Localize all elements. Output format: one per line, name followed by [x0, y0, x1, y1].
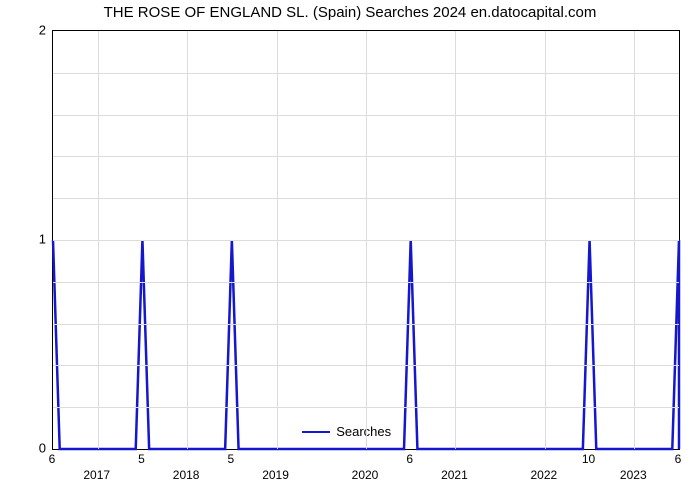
x-year-label: 2022 [530, 468, 557, 482]
x-value-label: 6 [49, 452, 56, 466]
gridline-vertical [455, 31, 456, 449]
chart-container: THE ROSE OF ENGLAND SL. (Spain) Searches… [0, 0, 700, 500]
legend-swatch [302, 431, 330, 433]
x-value-label: 6 [406, 452, 413, 466]
x-value-label: 5 [228, 452, 235, 466]
gridline-vertical [545, 31, 546, 449]
x-year-label: 2019 [262, 468, 289, 482]
legend: Searches [302, 424, 391, 439]
x-year-label: 2020 [352, 468, 379, 482]
gridline-vertical [366, 31, 367, 449]
y-tick-label: 2 [0, 23, 46, 38]
x-value-label: 6 [675, 452, 682, 466]
x-value-label: 10 [582, 452, 595, 466]
y-tick-label: 0 [0, 441, 46, 456]
x-year-label: 2023 [620, 468, 647, 482]
x-year-label: 2021 [441, 468, 468, 482]
gridline-vertical [187, 31, 188, 449]
y-tick-label: 1 [0, 232, 46, 247]
legend-label: Searches [336, 424, 391, 439]
x-value-label: 5 [138, 452, 145, 466]
chart-title: THE ROSE OF ENGLAND SL. (Spain) Searches… [0, 4, 700, 21]
x-year-label: 2017 [83, 468, 110, 482]
plot-area: Searches [52, 30, 680, 450]
gridline-vertical [98, 31, 99, 449]
gridline-vertical [634, 31, 635, 449]
gridline-vertical [277, 31, 278, 449]
x-year-label: 2018 [173, 468, 200, 482]
